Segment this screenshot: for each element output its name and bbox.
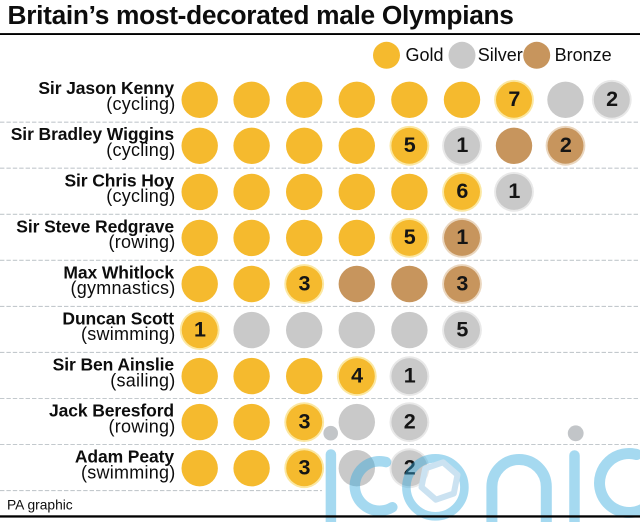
svg-text:PA graphic: PA graphic (7, 497, 73, 512)
svg-text:Max Whitlock: Max Whitlock (63, 262, 174, 282)
svg-text:(cycling): (cycling) (106, 140, 175, 160)
svg-text:Jack Beresford: Jack Beresford (49, 401, 174, 421)
svg-text:5: 5 (404, 225, 416, 249)
svg-text:Sir Chris Hoy: Sir Chris Hoy (64, 170, 174, 190)
svg-text:(cycling): (cycling) (106, 186, 175, 206)
svg-text:Adam Peaty: Adam Peaty (75, 447, 175, 467)
svg-text:2: 2 (560, 133, 572, 157)
svg-text:2: 2 (404, 456, 416, 480)
svg-text:1: 1 (456, 133, 468, 157)
svg-text:3: 3 (456, 271, 468, 295)
svg-text:4: 4 (351, 363, 363, 387)
svg-text:(cycling): (cycling) (106, 94, 175, 114)
svg-text:Sir Bradley Wiggins: Sir Bradley Wiggins (11, 124, 175, 144)
svg-text:(rowing): (rowing) (108, 232, 175, 252)
svg-text:Britain’s most-decorated male: Britain’s most-decorated male Olympians (8, 0, 514, 30)
svg-text:3: 3 (299, 271, 311, 295)
svg-text:Duncan Scott: Duncan Scott (62, 308, 174, 328)
svg-text:Sir Steve Redgrave: Sir Steve Redgrave (16, 216, 174, 236)
svg-text:5: 5 (456, 317, 468, 341)
svg-text:6: 6 (456, 179, 468, 203)
svg-text:1: 1 (508, 179, 520, 203)
svg-text:7: 7 (508, 87, 520, 111)
svg-text:3: 3 (299, 409, 311, 433)
svg-text:5: 5 (404, 133, 416, 157)
svg-text:1: 1 (194, 317, 206, 341)
svg-text:Gold: Gold (406, 45, 444, 65)
svg-text:(swimming): (swimming) (81, 324, 176, 344)
svg-text:(gymnastics): (gymnastics) (70, 278, 175, 298)
svg-text:2: 2 (606, 87, 618, 111)
svg-text:(rowing): (rowing) (108, 416, 175, 436)
svg-text:Bronze: Bronze (555, 45, 612, 65)
svg-text:2: 2 (404, 409, 416, 433)
svg-text:1: 1 (404, 363, 416, 387)
svg-text:(sailing): (sailing) (110, 370, 175, 390)
svg-text:Silver: Silver (478, 45, 523, 65)
svg-text:(swimming): (swimming) (81, 462, 176, 482)
svg-text:Sir Jason Kenny: Sir Jason Kenny (38, 78, 174, 98)
svg-text:3: 3 (299, 456, 311, 480)
svg-text:Sir Ben Ainslie: Sir Ben Ainslie (53, 355, 175, 375)
svg-text:1: 1 (456, 225, 468, 249)
